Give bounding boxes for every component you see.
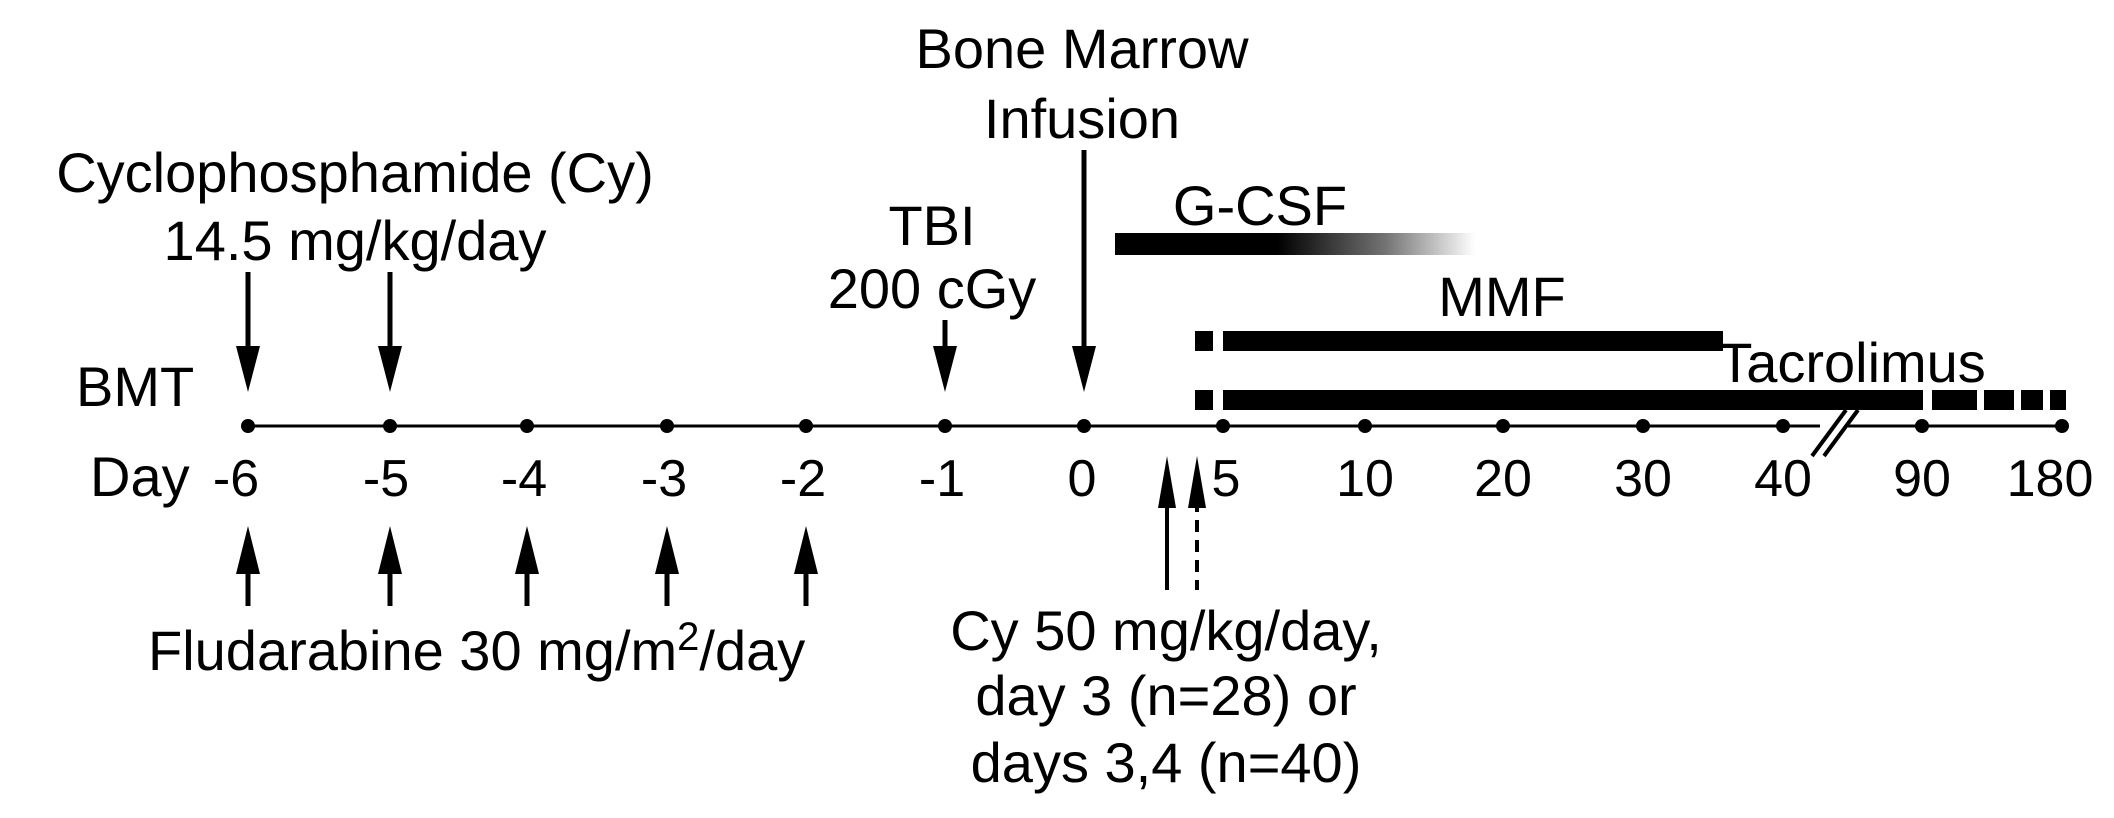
fludarabine-arrow-day-minus4 — [515, 526, 539, 606]
fludarabine-superscript: 2 — [677, 615, 699, 659]
day-tick-label: 40 — [1754, 450, 1812, 508]
day-tick-label: 5 — [1212, 450, 1241, 508]
day-tick-label: -1 — [919, 450, 965, 508]
axis-break-mark — [1810, 408, 1860, 458]
fludarabine-arrow-day-minus2 — [794, 526, 818, 606]
tacrolimus-bar — [1223, 390, 1923, 410]
fludarabine-text: Fludarabine 30 mg/m — [148, 619, 677, 682]
cyclophosphamide-label: Cyclophosphamide (Cy) — [56, 141, 654, 204]
day-tick-label: 180 — [2007, 450, 2094, 508]
gcsf-label: G-CSF — [1173, 174, 1347, 237]
day-tick-label: 30 — [1614, 450, 1672, 508]
fludarabine-label: Fludarabine 30 mg/m2/day — [148, 615, 805, 682]
day-label: Day — [90, 445, 190, 508]
post-cy-line3: days 3,4 (n=40) — [971, 731, 1362, 794]
post-cy-line2: day 3 (n=28) or — [975, 664, 1356, 727]
day-dot — [660, 419, 674, 433]
day-dot — [383, 419, 397, 433]
cy-day3-arrow — [1158, 456, 1176, 590]
cyclophosphamide-arrow-day-minus6 — [236, 272, 260, 392]
day-tick-label: 20 — [1474, 450, 1532, 508]
bone-marrow-label: Bone Marrow — [915, 17, 1249, 80]
tbi-label: TBI — [888, 194, 975, 257]
day-tick-label: -4 — [501, 450, 547, 508]
fludarabine-arrow-day-minus6 — [236, 526, 260, 606]
tacrolimus-taper-dashes — [1932, 390, 2066, 410]
cy-day4-arrow-dashed — [1188, 456, 1206, 590]
day-dot — [1496, 419, 1510, 433]
day-dot — [520, 419, 534, 433]
day-tick-label: 10 — [1336, 450, 1394, 508]
mmf-bar — [1223, 331, 1723, 351]
fludarabine-suffix: /day — [699, 619, 805, 682]
mmf-bar-start — [1195, 331, 1213, 351]
day-tick-label: -3 — [641, 450, 687, 508]
bmt-label: BMT — [76, 355, 194, 418]
day-dot — [1776, 419, 1790, 433]
day-tick-label: 90 — [1893, 450, 1951, 508]
day-tick-label: 0 — [1068, 450, 1097, 508]
post-cy-line1: Cy 50 mg/kg/day, — [950, 599, 1382, 662]
mmf-label: MMF — [1438, 265, 1566, 328]
day-dot — [1358, 419, 1372, 433]
infusion-label: Infusion — [984, 87, 1180, 150]
day-tick-label: -5 — [363, 450, 409, 508]
tacrolimus-label: Tacrolimus — [1718, 331, 1986, 394]
day-dot — [1216, 419, 1230, 433]
infusion-arrow — [1072, 150, 1096, 392]
day-dot — [938, 419, 952, 433]
gcsf-bar — [1115, 233, 1475, 255]
day-dot — [2055, 419, 2069, 433]
day-tick-label: -2 — [780, 450, 826, 508]
day-dot — [241, 419, 255, 433]
day-dot — [1636, 419, 1650, 433]
day-dots — [241, 419, 2069, 433]
cyclophosphamide-dose-label: 14.5 mg/kg/day — [164, 209, 547, 272]
cyclophosphamide-arrow-day-minus5 — [378, 272, 402, 392]
fludarabine-arrow-day-minus3 — [655, 526, 679, 606]
day-dot — [1915, 419, 1929, 433]
tacrolimus-bar-start — [1195, 390, 1213, 410]
day-dot — [1077, 419, 1091, 433]
tbi-arrow — [933, 320, 957, 392]
day-tick-label: -6 — [213, 450, 259, 508]
tbi-dose-label: 200 cGy — [828, 257, 1037, 320]
fludarabine-arrow-day-minus5 — [378, 526, 402, 606]
day-dot — [799, 419, 813, 433]
